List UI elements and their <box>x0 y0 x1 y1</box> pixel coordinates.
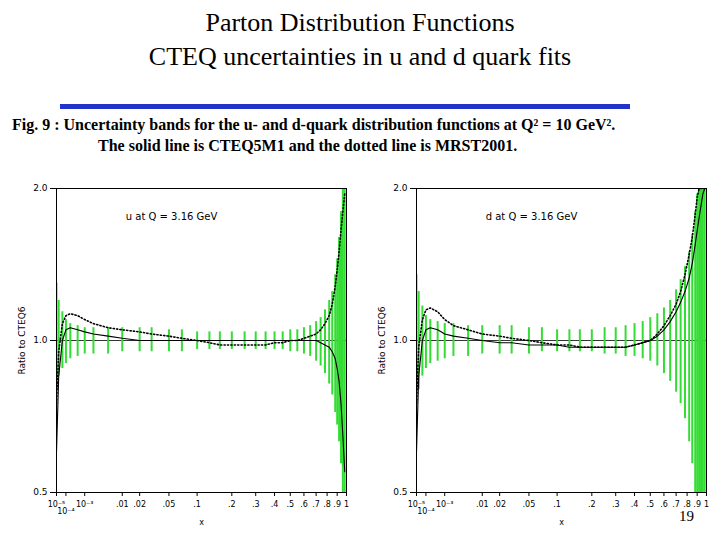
svg-text:.7: .7 <box>312 500 320 509</box>
svg-text:.9: .9 <box>333 500 341 509</box>
svg-text:.2: .2 <box>228 500 236 509</box>
svg-text:10⁻⁴: 10⁻⁴ <box>417 507 435 516</box>
svg-text:.6: .6 <box>300 500 308 509</box>
svg-text:.05: .05 <box>163 500 176 509</box>
svg-text:.7: .7 <box>672 500 680 509</box>
svg-text:0.5: 0.5 <box>393 487 407 497</box>
svg-text:.3: .3 <box>612 500 620 509</box>
svg-text:.02: .02 <box>133 500 146 509</box>
svg-text:10⁻⁵: 10⁻⁵ <box>407 500 426 510</box>
svg-text:1.0: 1.0 <box>33 335 48 345</box>
html-text:Parton Distribution Functions: Parton Distribution Functions <box>205 8 515 37</box>
svg-text:Ratio to CTEQ6: Ratio to CTEQ6 <box>377 306 387 374</box>
svg-text:1: 1 <box>704 500 709 509</box>
svg-text:0.5: 0.5 <box>33 487 47 497</box>
svg-text:1: 1 <box>344 500 349 509</box>
html-text:CTEQ uncertainties in u and d: CTEQ uncertainties in u and d quark fits <box>148 42 572 71</box>
svg-text:u at Q = 3.16 GeV: u at Q = 3.16 GeV <box>126 211 218 222</box>
svg-text:.9: .9 <box>693 500 701 509</box>
svg-text:10⁻⁴: 10⁻⁴ <box>57 507 75 516</box>
svg-text:10⁻³: 10⁻³ <box>436 500 454 509</box>
svg-text:x: x <box>199 518 204 527</box>
svg-text:.05: .05 <box>523 500 536 509</box>
svg-text:.01: .01 <box>476 500 489 509</box>
svg-text:x: x <box>559 518 564 527</box>
svg-text:2.0: 2.0 <box>33 183 48 193</box>
svg-text:.5: .5 <box>646 500 654 509</box>
html-text:Fig. 9 : Uncertainty bands for: Fig. 9 : Uncertainty bands for the u- an… <box>12 116 616 133</box>
svg-text:.02: .02 <box>493 500 506 509</box>
svg-text:.8: .8 <box>683 500 691 509</box>
svg-text:Ratio to CTEQ6: Ratio to CTEQ6 <box>17 306 27 374</box>
svg-text:.1: .1 <box>193 500 201 509</box>
svg-text:.2: .2 <box>588 500 596 509</box>
svg-text:1.0: 1.0 <box>393 335 408 345</box>
svg-text:10⁻⁵: 10⁻⁵ <box>47 500 66 510</box>
svg-text:.6: .6 <box>660 500 668 509</box>
svg-text:.4: .4 <box>271 500 279 509</box>
svg-text:.01: .01 <box>116 500 129 509</box>
svg-text:.5: .5 <box>286 500 294 509</box>
svg-text:.1: .1 <box>553 500 561 509</box>
html-text:19: 19 <box>679 508 694 524</box>
svg-text:.4: .4 <box>631 500 639 509</box>
svg-text:2.0: 2.0 <box>393 183 408 193</box>
html-text:The solid line is CTEQ5M1 and: The solid line is CTEQ5M1 and the dotted… <box>98 137 518 154</box>
svg-text:.8: .8 <box>323 500 331 509</box>
svg-text:d at Q = 3.16 GeV: d at Q = 3.16 GeV <box>486 211 578 222</box>
svg-text:.3: .3 <box>252 500 260 509</box>
svg-text:10⁻³: 10⁻³ <box>76 500 94 509</box>
